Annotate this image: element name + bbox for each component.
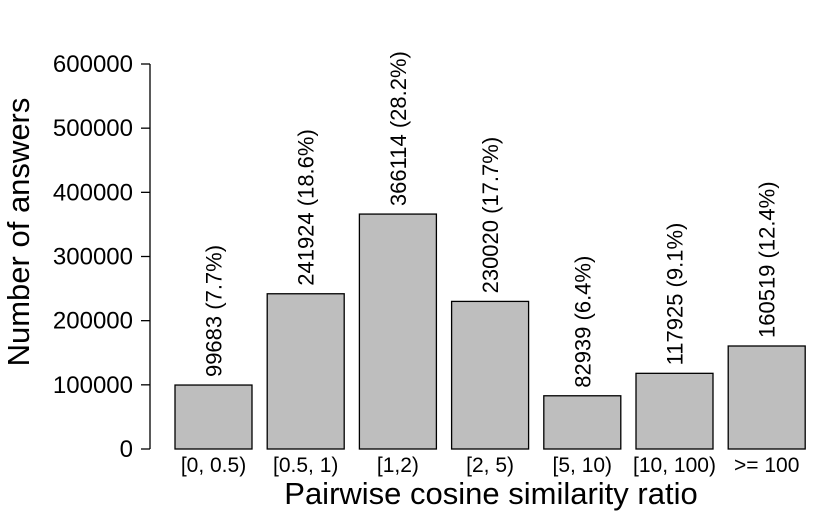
category-label: [0.5, 1)	[273, 454, 338, 477]
category-label: [0, 0.5)	[181, 454, 246, 477]
category-label: [10, 100)	[633, 454, 716, 477]
y-tick-label: 100000	[53, 372, 133, 399]
y-axis-title: Number of answers	[1, 98, 36, 367]
bar	[727, 345, 806, 450]
y-tick-label: 600000	[53, 51, 133, 78]
data-label: 82939 (6.4%)	[570, 256, 595, 388]
data-label: 160519 (12.4%)	[755, 181, 780, 338]
bar	[266, 293, 345, 450]
bar	[450, 300, 530, 450]
category-labels: [0, 0.5) [0.5, 1) [1,2) [2, 5) [5, 10) [10, 1…	[181, 454, 800, 477]
data-labels: 99683 (7.7%) 241924 (18.6%) 366114 (28.2%)…	[202, 51, 780, 388]
bar	[174, 384, 253, 450]
y-tick-label: 200000	[53, 308, 133, 335]
data-label: 241924 (18.6%)	[294, 129, 319, 286]
category-label: [2, 5)	[466, 454, 514, 477]
y-tick-label: 400000	[53, 179, 133, 206]
y-tick-label: 0	[120, 436, 133, 463]
data-label: 230020 (17.7%)	[478, 137, 503, 294]
data-label: 117925 (9.1%)	[663, 223, 688, 366]
bar	[635, 372, 714, 450]
bars	[174, 213, 806, 450]
x-axis-title: Pairwise cosine similarity ratio	[284, 476, 697, 511]
data-label: 99683 (7.7%)	[202, 245, 227, 377]
category-label: [1,2)	[377, 454, 419, 477]
category-label: >= 100	[734, 454, 799, 477]
bar	[358, 213, 438, 450]
y-axis: 0 100000 200000 300000 400000 500000 600000	[53, 51, 151, 463]
category-label: [5, 10)	[553, 454, 613, 477]
y-tick-label: 500000	[53, 115, 133, 142]
y-tick-label: 300000	[53, 244, 133, 271]
data-label: 366114 (28.2%)	[386, 51, 411, 206]
bar	[543, 395, 622, 450]
